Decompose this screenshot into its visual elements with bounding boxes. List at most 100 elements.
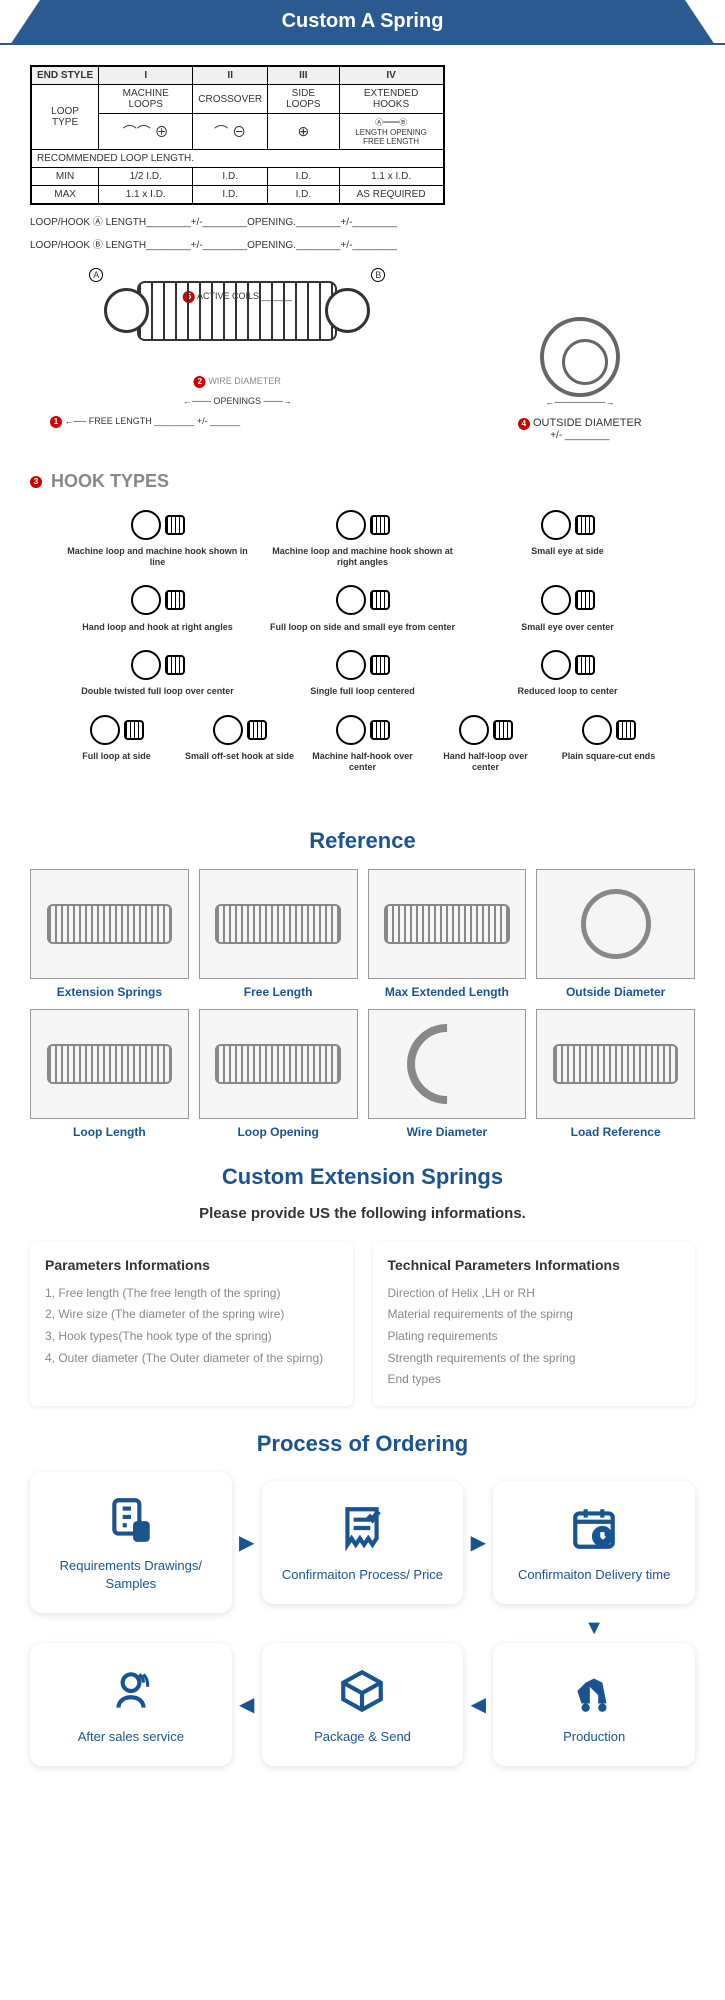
hook-icon [470, 507, 665, 542]
wire-diameter-label: WIRE DIAMETER [208, 376, 281, 386]
reference-image [199, 1009, 358, 1119]
cell: I.D. [268, 186, 339, 205]
hook-label: Machine loop and machine hook shown in l… [60, 546, 255, 568]
hook-line-a: LOOP/HOOK Ⓐ LENGTH________+/-________OPE… [30, 213, 445, 228]
cell: 1/2 I.D. [99, 168, 193, 186]
od-diagram: ←────────→ 4 OUTSIDE DIAMETER +/- ______… [518, 317, 642, 441]
hook-types-grid: Machine loop and machine hook shown in l… [0, 492, 725, 803]
reference-image [536, 869, 695, 979]
free-length-label: FREE LENGTH ________ +/- ______ [89, 416, 240, 426]
loop-icons: Ⓐ━━ⒷLENGTH OPENINGFREE LENGTH [339, 114, 444, 150]
hook-type-item: Hand loop and hook at right angles [60, 583, 255, 633]
spring-body: A B [137, 281, 337, 341]
custom-title: Custom Extension Springs [0, 1164, 725, 1190]
hook-type-item: Plain square-cut ends [552, 712, 665, 773]
loop-icons: ⌒⌒ ⊕ [99, 114, 193, 150]
cell: I.D. [193, 186, 268, 205]
hook-icon [429, 712, 542, 747]
tech-params-title: Technical Parameters Informations [388, 1257, 681, 1273]
reference-label: Extension Springs [30, 985, 189, 999]
hook-icon [60, 583, 255, 618]
process-step: Confirmaiton Process/ Price [262, 1481, 464, 1604]
hook-types-title: 3 HOOK TYPES [0, 471, 725, 492]
reference-item: Free Length [199, 869, 358, 999]
hook-icon [306, 712, 419, 747]
reference-image [30, 869, 189, 979]
process-label: Production [505, 1728, 683, 1746]
reference-image [368, 1009, 527, 1119]
reference-label: Wire Diameter [368, 1125, 527, 1139]
reference-item: Loop Opening [199, 1009, 358, 1139]
od-circle [540, 317, 620, 397]
process-icon [505, 1501, 683, 1556]
hook-type-item: Small eye over center [470, 583, 665, 633]
page-banner: Custom A Spring [0, 0, 725, 45]
process-step: After sales service [30, 1643, 232, 1766]
custom-subtitle: Please provide US the following informat… [0, 1205, 725, 1222]
hook-label: Double twisted full loop over center [60, 686, 255, 697]
hook-label: Machine loop and machine hook shown at r… [265, 546, 460, 568]
hook-type-item: Small off-set hook at side [183, 712, 296, 773]
reference-item: Max Extended Length [368, 869, 527, 999]
hook-icon [470, 647, 665, 682]
cell: I.D. [268, 168, 339, 186]
cell: 1.1 x I.D. [99, 186, 193, 205]
loop-icons: ⌒ ⊖ [193, 114, 268, 150]
process-step: Requirements Drawings/ Samples [30, 1472, 232, 1613]
process-icon [274, 1501, 452, 1556]
hook-label: Full loop at side [60, 751, 173, 762]
params-box: Parameters Informations 1, Free length (… [30, 1242, 353, 1406]
hook-icon [265, 583, 460, 618]
spec-table: END STYLE I II III IV LOOP TYPE MACHINE … [30, 65, 445, 205]
process-icon [42, 1492, 220, 1547]
label-b: B [371, 268, 385, 282]
process-label: Package & Send [274, 1728, 452, 1746]
arrow-icon: ◀ [463, 1692, 493, 1717]
cell: MACHINE LOOPS [99, 85, 193, 114]
tech-params-box: Technical Parameters Informations Direct… [373, 1242, 696, 1406]
callout-4-icon: 4 [518, 418, 530, 430]
cell: MAX [31, 186, 99, 205]
cell: CROSSOVER [193, 85, 268, 114]
process-step: Production [493, 1643, 695, 1766]
hook-type-item: Small eye at side [470, 507, 665, 568]
hook-label: Small eye over center [470, 622, 665, 633]
cell: EXTENDED HOOKS [339, 85, 444, 114]
th: END STYLE [31, 66, 99, 85]
process-label: Confirmaiton Process/ Price [274, 1566, 452, 1584]
hook-icon [552, 712, 665, 747]
callout-3-icon: 3 [30, 476, 42, 488]
process-label: Requirements Drawings/ Samples [42, 1557, 220, 1593]
reference-grid: Extension Springs Free Length Max Extend… [0, 869, 725, 1139]
reference-label: Load Reference [536, 1125, 695, 1139]
reference-label: Loop Length [30, 1125, 189, 1139]
process-grid: Requirements Drawings/ Samples▶ Confirma… [0, 1472, 725, 1797]
hook-icon [470, 583, 665, 618]
hook-icon [265, 647, 460, 682]
reference-image [368, 869, 527, 979]
diagram-section: END STYLE I II III IV LOOP TYPE MACHINE … [0, 45, 725, 461]
label-a: A [89, 268, 103, 282]
cell: I.D. [193, 168, 268, 186]
process-icon [505, 1663, 683, 1718]
main-spring-diagram: 5 ACTIVE COILS ______ A B 2 WIRE DIAMETE… [30, 281, 445, 441]
th: II [193, 66, 268, 85]
reference-label: Outside Diameter [536, 985, 695, 999]
reference-item: Extension Springs [30, 869, 189, 999]
hook-type-item: Machine loop and machine hook shown in l… [60, 507, 255, 568]
params-list: 1, Free length (The free length of the s… [45, 1283, 338, 1369]
arrow-icon: ◀ [232, 1692, 262, 1717]
tech-params-list: Direction of Helix ,LH or RHMaterial req… [388, 1283, 681, 1391]
hook-type-item: Machine loop and machine hook shown at r… [265, 507, 460, 568]
callout-1-icon: 1 [50, 416, 62, 428]
process-icon [274, 1663, 452, 1718]
hook-type-item: Full loop on side and small eye from cen… [265, 583, 460, 633]
process-label: After sales service [42, 1728, 220, 1746]
cell: MIN [31, 168, 99, 186]
params-row: Parameters Informations 1, Free length (… [0, 1242, 725, 1406]
hook-label: Hand loop and hook at right angles [60, 622, 255, 633]
hook-label: Hand half-loop over center [429, 751, 542, 773]
process-step: Package & Send [262, 1643, 464, 1766]
reference-item: Loop Length [30, 1009, 189, 1139]
reference-item: Wire Diameter [368, 1009, 527, 1139]
